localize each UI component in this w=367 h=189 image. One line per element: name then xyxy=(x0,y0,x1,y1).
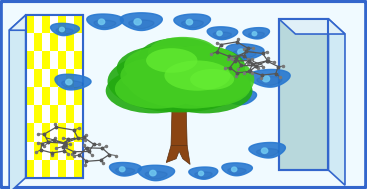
Bar xyxy=(66,105,75,123)
Bar xyxy=(75,160,83,178)
Polygon shape xyxy=(59,27,65,32)
Bar xyxy=(42,105,50,123)
Polygon shape xyxy=(174,14,211,29)
Ellipse shape xyxy=(124,45,212,87)
Bar xyxy=(42,33,50,51)
Polygon shape xyxy=(189,167,218,179)
Bar xyxy=(66,69,75,87)
Polygon shape xyxy=(120,13,162,30)
Polygon shape xyxy=(181,20,203,28)
Bar xyxy=(26,142,34,160)
Bar xyxy=(75,51,83,69)
Bar xyxy=(50,142,58,160)
Ellipse shape xyxy=(150,45,245,87)
Bar xyxy=(66,33,75,51)
Polygon shape xyxy=(257,149,279,156)
Bar xyxy=(75,15,83,33)
Bar xyxy=(58,142,66,160)
Bar xyxy=(66,142,75,160)
Bar xyxy=(26,105,34,123)
Bar xyxy=(34,142,42,160)
Polygon shape xyxy=(238,49,244,55)
Polygon shape xyxy=(66,79,72,85)
Bar xyxy=(42,87,50,105)
Bar xyxy=(26,123,34,142)
Polygon shape xyxy=(261,148,268,153)
Polygon shape xyxy=(62,81,83,88)
Bar xyxy=(26,51,34,69)
Polygon shape xyxy=(109,163,141,176)
Polygon shape xyxy=(171,91,187,146)
Polygon shape xyxy=(243,28,269,39)
Polygon shape xyxy=(166,146,190,164)
Polygon shape xyxy=(116,168,135,175)
Bar xyxy=(34,160,42,178)
Bar xyxy=(50,105,58,123)
Polygon shape xyxy=(249,143,286,158)
Bar xyxy=(50,69,58,87)
Bar xyxy=(26,69,34,87)
Bar xyxy=(42,142,50,160)
Bar xyxy=(279,19,328,170)
Bar xyxy=(42,51,50,69)
Bar xyxy=(50,33,58,51)
Bar xyxy=(58,33,66,51)
Polygon shape xyxy=(119,167,125,172)
Ellipse shape xyxy=(120,59,179,93)
Bar xyxy=(75,123,83,142)
Bar xyxy=(34,105,42,123)
Polygon shape xyxy=(248,32,265,38)
Bar xyxy=(50,160,58,178)
Polygon shape xyxy=(207,27,238,40)
Bar xyxy=(42,123,50,142)
Bar xyxy=(26,87,34,105)
Bar xyxy=(50,15,58,33)
Ellipse shape xyxy=(126,50,254,109)
Polygon shape xyxy=(232,167,237,172)
Bar xyxy=(75,69,83,87)
Bar xyxy=(58,51,66,69)
Ellipse shape xyxy=(190,69,234,90)
Polygon shape xyxy=(230,96,250,103)
Ellipse shape xyxy=(166,67,251,107)
Bar xyxy=(66,51,75,69)
Polygon shape xyxy=(233,50,256,58)
Bar xyxy=(34,33,42,51)
Polygon shape xyxy=(328,19,345,185)
Polygon shape xyxy=(87,14,123,29)
Polygon shape xyxy=(134,19,141,25)
Polygon shape xyxy=(252,32,257,36)
Polygon shape xyxy=(222,163,252,176)
Polygon shape xyxy=(129,20,154,29)
Ellipse shape xyxy=(139,38,219,76)
Polygon shape xyxy=(9,15,83,30)
Polygon shape xyxy=(150,170,156,176)
Ellipse shape xyxy=(106,68,201,113)
Ellipse shape xyxy=(157,68,252,113)
Bar xyxy=(58,105,66,123)
Bar xyxy=(34,51,42,69)
Bar xyxy=(26,15,34,33)
Bar xyxy=(34,87,42,105)
Bar xyxy=(66,160,75,178)
Polygon shape xyxy=(234,95,240,100)
Ellipse shape xyxy=(146,48,197,73)
Bar xyxy=(58,15,66,33)
Polygon shape xyxy=(94,20,116,28)
Polygon shape xyxy=(248,70,290,87)
Bar xyxy=(75,33,83,51)
Polygon shape xyxy=(217,31,222,36)
Polygon shape xyxy=(51,23,79,36)
Polygon shape xyxy=(222,90,257,105)
Bar xyxy=(34,69,42,87)
Bar xyxy=(50,51,58,69)
Ellipse shape xyxy=(148,37,218,69)
Bar xyxy=(42,69,50,87)
Polygon shape xyxy=(228,168,246,174)
Polygon shape xyxy=(56,28,73,34)
Bar xyxy=(26,15,83,178)
Ellipse shape xyxy=(164,60,230,91)
Bar xyxy=(66,87,75,105)
Bar xyxy=(279,19,328,170)
